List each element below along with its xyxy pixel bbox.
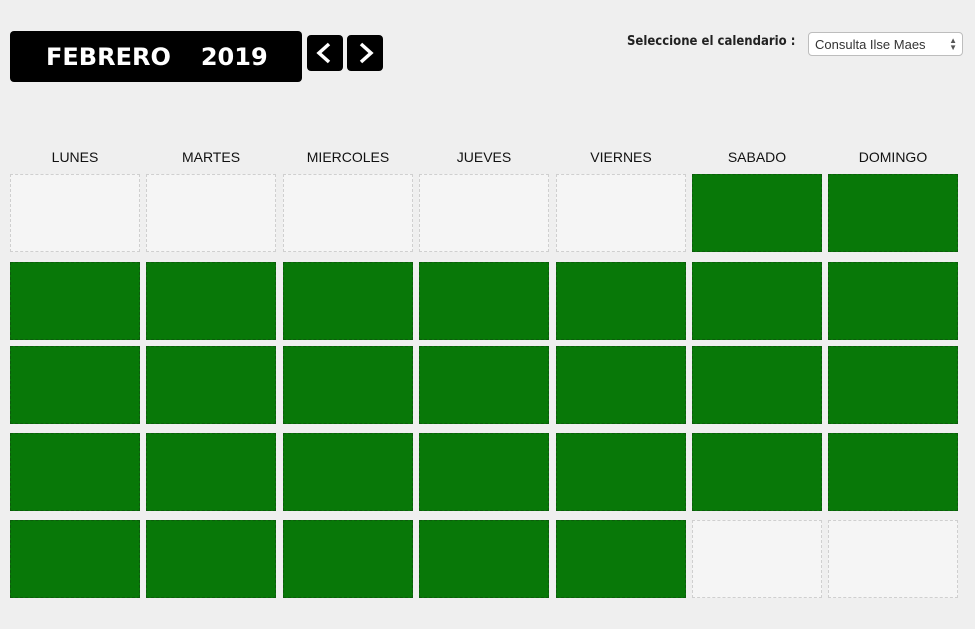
calendar-empty-cell [419, 174, 549, 252]
chevron-right-icon [359, 42, 374, 64]
calendar-day-cell[interactable] [146, 520, 276, 598]
calendar-day-cell[interactable] [419, 433, 549, 511]
calendar-day-cell[interactable] [556, 262, 686, 340]
calendar-day-cell[interactable] [10, 262, 140, 340]
previous-month-button[interactable] [307, 35, 343, 71]
calendar-day-cell[interactable] [146, 346, 276, 424]
weekday-header: SABADO [727, 149, 787, 165]
weekday-header: VIERNES [590, 149, 652, 165]
calendar-day-cell[interactable] [10, 520, 140, 598]
calendar-day-cell[interactable] [419, 346, 549, 424]
weekday-header: DOMINGO [858, 149, 928, 165]
calendar-day-cell[interactable] [419, 520, 549, 598]
calendar-empty-cell [10, 174, 140, 252]
next-month-button[interactable] [347, 35, 383, 71]
calendar-day-cell[interactable] [692, 262, 822, 340]
calendar-day-cell[interactable] [146, 433, 276, 511]
calendar-select[interactable]: Consulta Ilse Maes ▲ ▼ [808, 32, 963, 56]
weekday-header: MIERCOLES [306, 149, 390, 165]
month-label: FEBRERO [46, 42, 171, 71]
calendar-day-cell[interactable] [556, 346, 686, 424]
calendar-select-value: Consulta Ilse Maes [815, 36, 926, 52]
calendar-day-cell[interactable] [692, 346, 822, 424]
chevron-left-icon [316, 42, 331, 64]
weekday-header: JUEVES [456, 149, 512, 165]
calendar-selector-label: Seleccione el calendario : [627, 34, 796, 49]
calendar-day-cell[interactable] [556, 520, 686, 598]
calendar-day-cell[interactable] [283, 346, 413, 424]
calendar-empty-cell [556, 174, 686, 252]
calendar-empty-cell [283, 174, 413, 252]
year-label: 2019 [200, 42, 268, 71]
calendar-day-cell[interactable] [419, 262, 549, 340]
calendar-day-cell[interactable] [692, 174, 822, 252]
calendar-day-cell[interactable] [10, 433, 140, 511]
calendar-day-cell[interactable] [828, 262, 958, 340]
calendar-empty-cell [828, 520, 958, 598]
calendar-day-cell[interactable] [10, 346, 140, 424]
calendar-day-cell[interactable] [283, 520, 413, 598]
calendar-day-cell[interactable] [828, 433, 958, 511]
calendar-empty-cell [692, 520, 822, 598]
weekday-header: MARTES [181, 149, 241, 165]
calendar-day-cell[interactable] [283, 433, 413, 511]
calendar-day-cell[interactable] [828, 174, 958, 252]
calendar-empty-cell [146, 174, 276, 252]
calendar-day-cell[interactable] [828, 346, 958, 424]
month-year-display: FEBRERO 2019 [10, 31, 302, 82]
calendar-day-cell[interactable] [692, 433, 822, 511]
select-arrows-icon: ▲ ▼ [949, 36, 957, 52]
calendar-day-cell[interactable] [283, 262, 413, 340]
calendar-day-cell[interactable] [556, 433, 686, 511]
calendar-day-cell[interactable] [146, 262, 276, 340]
weekday-header: LUNES [51, 149, 99, 165]
